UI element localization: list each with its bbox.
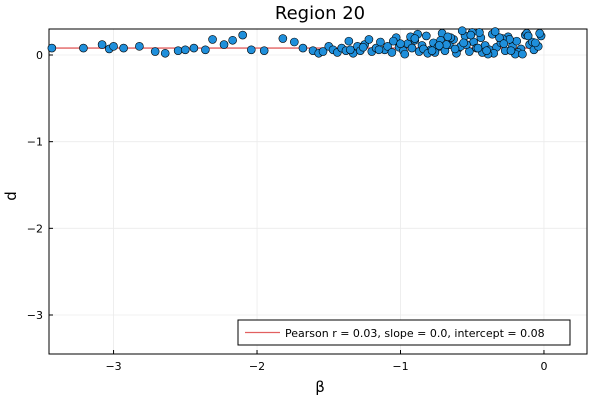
data-point [228,35,237,45]
data-point [47,43,57,53]
points [47,26,546,59]
data-point [344,36,354,46]
data-point [457,26,467,36]
x-tick-label: −2 [249,360,265,373]
data-point [201,45,210,55]
data-point [434,41,444,50]
x-tick-label: 0 [540,360,547,373]
y-tick-label: −1 [27,136,43,149]
y-tick-label: −2 [27,222,43,235]
chart-title: Region 20 [275,3,365,24]
y-axis-label: d [2,191,20,201]
data-point [473,43,483,53]
data-point [523,31,533,41]
data-point [495,33,504,42]
data-point [364,35,374,44]
data-point [490,27,500,36]
data-point [376,37,385,47]
data-point [410,34,420,43]
data-point [208,35,217,44]
y-tick-label: −3 [27,309,43,322]
data-point [374,45,384,55]
x-axis-label: β [315,378,325,396]
data-point [383,42,392,51]
y-tick-label: 0 [36,49,43,62]
data-point [499,39,509,49]
legend-entry: Pearson r = 0.03, slope = 0.0, intercept… [285,327,545,340]
data-point [298,43,308,53]
data-point [442,40,451,49]
data-point [535,29,544,38]
data-point [531,38,540,48]
data-point [512,36,522,46]
data-point [427,46,437,55]
data-point [135,42,144,51]
data-point [506,46,516,55]
plot-frame [48,28,588,355]
y-ticks: −3 −2 −1 0 [27,49,53,322]
data-point [318,47,328,56]
data-point [389,36,398,46]
data-point [475,28,484,37]
data-point [150,47,160,56]
data-point [518,49,527,59]
data-point [450,44,460,54]
data-point [345,45,355,55]
data-point [259,46,269,55]
data-point [482,46,491,55]
data-point [422,31,431,41]
data-point [160,48,170,58]
data-point [358,42,368,52]
data-point [109,42,118,51]
data-point [189,43,199,53]
grid [49,29,587,354]
x-tick-label: −3 [105,360,121,373]
data-point [97,40,107,49]
x-ticks: −3 −2 −1 0 [105,350,547,373]
data-point [443,32,453,42]
data-point [400,49,410,59]
legend-box [237,319,571,346]
legend: Pearson r = 0.03, slope = 0.0, intercept… [237,319,571,346]
data-point [290,37,299,47]
data-point [173,46,183,55]
data-point [79,43,88,53]
x-tick-label: −1 [392,360,408,373]
data-point [278,34,288,43]
data-point [407,43,417,53]
data-point [387,48,397,57]
data-point [219,40,229,49]
data-point [396,39,405,49]
data-point [466,30,476,40]
data-point [246,45,256,55]
data-point [238,30,247,40]
data-point [180,45,190,55]
data-point [459,38,468,48]
data-point [119,43,128,53]
